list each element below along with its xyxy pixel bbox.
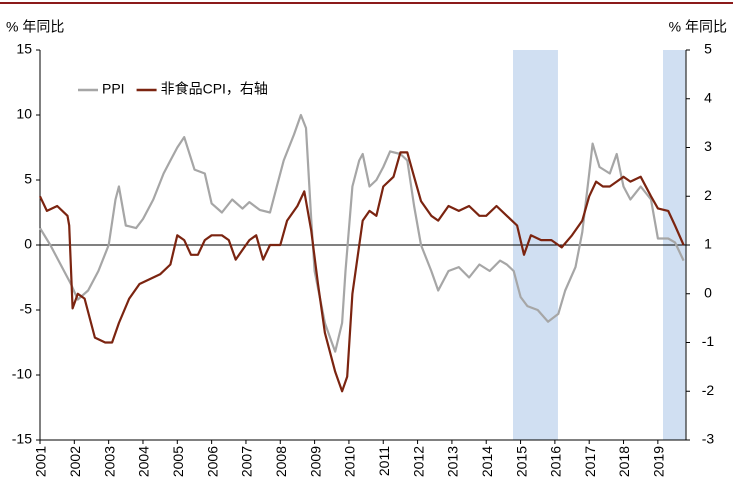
y2-axis-label: % 年同比 xyxy=(669,19,727,35)
y-tick-label: -15 xyxy=(12,431,32,447)
x-tick-label: 2008 xyxy=(273,446,289,477)
y2-tick-label: -1 xyxy=(702,333,715,349)
x-tick-label: 2010 xyxy=(342,446,358,477)
series-line xyxy=(39,151,685,393)
x-tick-label: 2015 xyxy=(513,446,529,477)
x-tick-label: 2007 xyxy=(239,446,255,477)
y2-tick-label: 3 xyxy=(704,138,712,154)
x-tick-label: 2013 xyxy=(445,446,461,477)
x-tick-label: 2004 xyxy=(136,446,152,477)
y2-tick-label: 1 xyxy=(704,236,712,252)
y2-tick-label: 0 xyxy=(704,284,712,300)
x-tick-label: 2009 xyxy=(307,446,323,477)
y2-tick-label: 5 xyxy=(704,41,712,57)
y-tick-label: 10 xyxy=(16,106,32,122)
x-tick-label: 2002 xyxy=(67,446,83,477)
y2-tick-label: 2 xyxy=(704,187,712,203)
y-tick-label: -10 xyxy=(12,366,32,382)
legend-label: PPI xyxy=(102,81,125,97)
x-tick-label: 2005 xyxy=(170,446,186,477)
x-tick-label: 2011 xyxy=(376,446,392,476)
y-tick-label: -5 xyxy=(20,301,33,317)
y-axis-label: % 年同比 xyxy=(6,19,64,35)
x-tick-label: 2018 xyxy=(616,446,632,477)
y-tick-label: 5 xyxy=(24,171,32,187)
x-tick-label: 2014 xyxy=(479,446,495,477)
y2-tick-label: 4 xyxy=(704,89,712,105)
y2-tick-label: -2 xyxy=(702,382,715,398)
x-tick-label: 2012 xyxy=(410,446,426,477)
x-tick-label: 2019 xyxy=(651,446,667,477)
series-line xyxy=(39,113,685,353)
legend-label: 非食品CPI，右轴 xyxy=(161,81,268,97)
x-tick-label: 2017 xyxy=(582,446,598,477)
y2-tick-label: -3 xyxy=(702,431,715,447)
x-tick-label: 2001 xyxy=(33,446,49,477)
x-tick-label: 2003 xyxy=(101,446,117,477)
x-tick-label: 2016 xyxy=(548,446,564,477)
y-tick-label: 0 xyxy=(24,236,32,252)
y-tick-label: 15 xyxy=(16,41,32,57)
x-tick-label: 2006 xyxy=(204,446,220,477)
